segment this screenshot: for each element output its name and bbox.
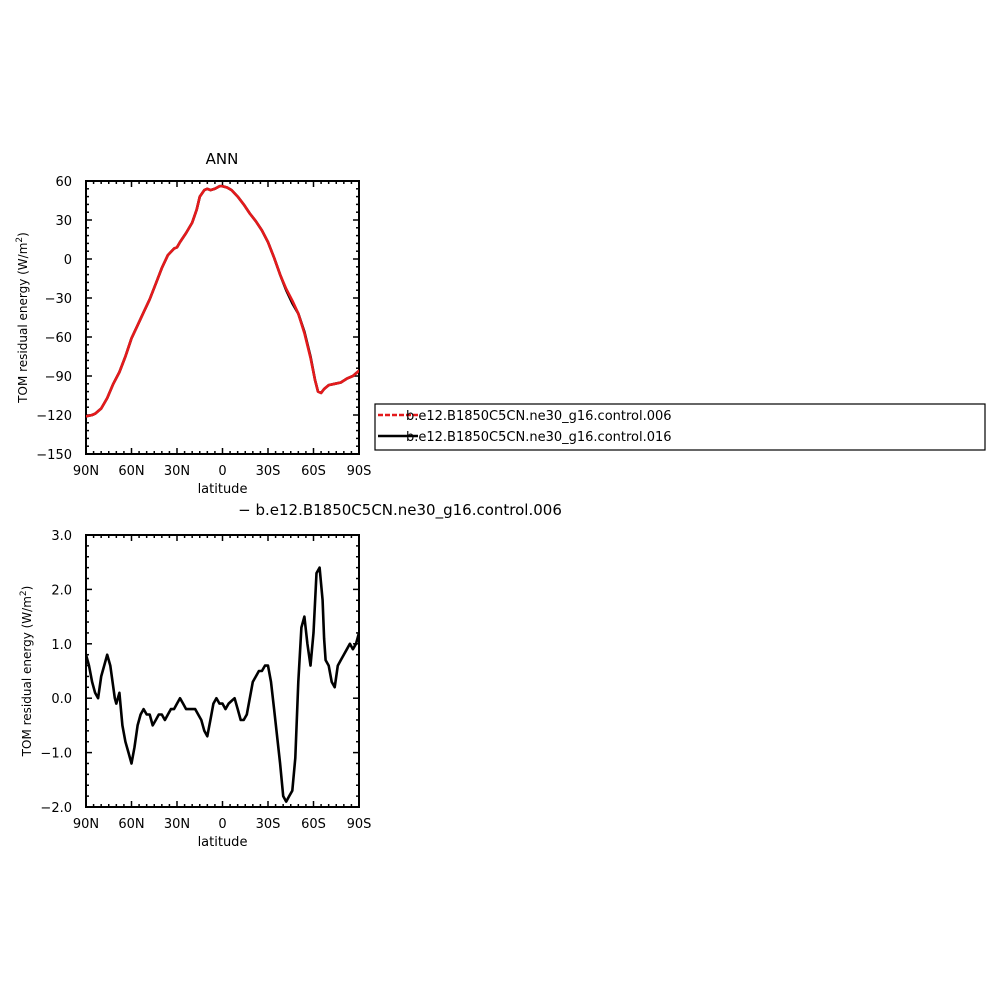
- x-tick-label: 90S: [347, 817, 372, 832]
- x-tick-label: 30N: [164, 464, 190, 479]
- tick-marks: [85, 180, 360, 455]
- x-tick-label: 90N: [73, 817, 99, 832]
- legend: b.e12.B1850C5CN.ne30_g16.control.006 b.e1…: [374, 403, 986, 451]
- x-tick-label: 60N: [118, 817, 144, 832]
- tick-marks: [85, 534, 360, 808]
- plot-frame: [85, 534, 360, 808]
- y-tick-label: −30: [45, 292, 72, 307]
- x-tick-label: 90S: [347, 464, 372, 479]
- x-tick-label: 60S: [301, 817, 326, 832]
- y-tick-label: −120: [36, 409, 72, 424]
- y-tick-label: 3.0: [51, 529, 72, 544]
- x-tick-label: 30S: [256, 464, 281, 479]
- y-tick-label: −150: [36, 448, 72, 463]
- chart-title: − b.e12.B1850C5CN.ne30_g16.control.006: [238, 501, 562, 520]
- y-tick-label: −2.0: [40, 801, 72, 816]
- y-axis-label: TOM residual energy (W/m2): [19, 586, 34, 758]
- legend-label: b.e12.B1850C5CN.ne30_g16.control.016: [406, 430, 672, 445]
- x-axis-label: latitude: [198, 482, 248, 497]
- legend-label: b.e12.B1850C5CN.ne30_g16.control.006: [406, 409, 672, 424]
- x-tick-label: 60N: [118, 464, 144, 479]
- x-tick-label: 30S: [256, 817, 281, 832]
- series-line-0: [86, 184, 359, 418]
- bottom-panel: − b.e12.B1850C5CN.ne30_g16.control.006 90…: [19, 501, 562, 850]
- y-tick-label: 0.0: [51, 692, 72, 707]
- top-panel: ANN 90N 60N 30N 0 30S 60S 90S −150 −120 −90 −60 −30 0…: [15, 150, 371, 497]
- y-tick-label: −90: [45, 370, 72, 385]
- y-tick-label: 0: [64, 253, 72, 268]
- x-tick-label: 0: [218, 817, 226, 832]
- y-axis-label: TOM residual energy (W/m2): [15, 232, 30, 404]
- legend-box: [374, 403, 986, 451]
- chart-title: ANN: [206, 150, 239, 168]
- x-tick-label: 90N: [73, 464, 99, 479]
- x-tick-label: 30N: [164, 817, 190, 832]
- x-tick-label: 0: [218, 464, 226, 479]
- y-tick-label: −60: [45, 331, 72, 346]
- y-tick-label: 2.0: [51, 583, 72, 598]
- y-tick-label: 1.0: [51, 638, 72, 653]
- x-axis-label: latitude: [198, 835, 248, 850]
- series-line-1: [86, 184, 359, 418]
- y-tick-label: 30: [55, 214, 72, 229]
- x-tick-label: 60S: [301, 464, 326, 479]
- y-tick-label: 60: [55, 175, 72, 190]
- plot-frame: [85, 180, 360, 455]
- y-tick-label: −1.0: [40, 747, 72, 762]
- series-line-0: [86, 566, 359, 803]
